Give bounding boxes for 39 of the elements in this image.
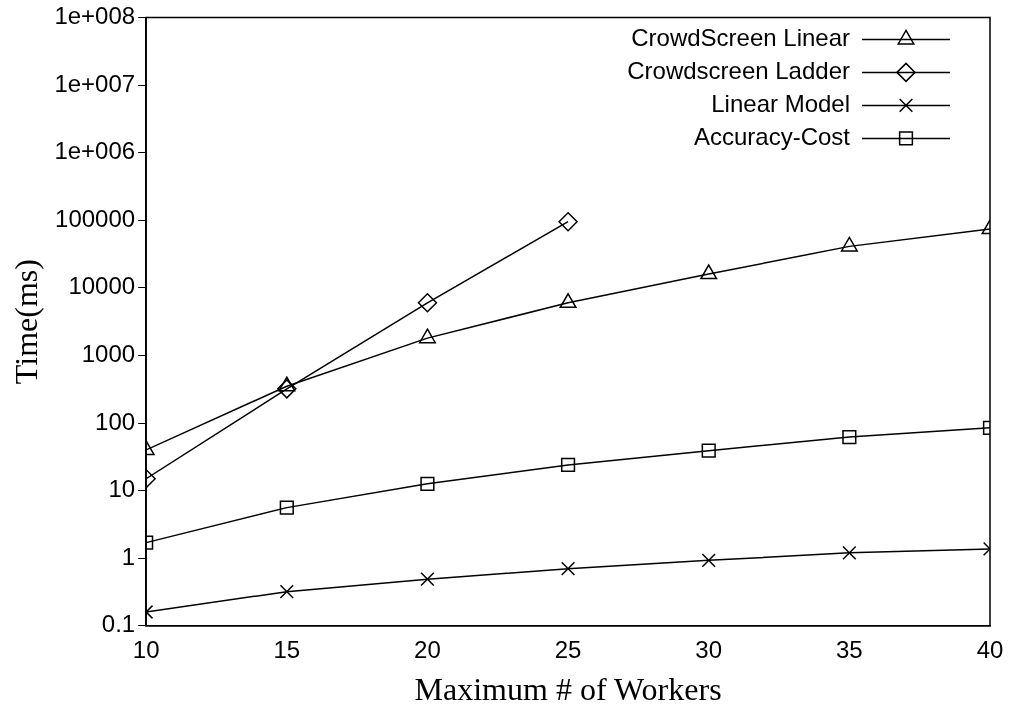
legend-label: CrowdScreen Linear (631, 24, 850, 52)
point (558, 211, 578, 232)
point (560, 561, 576, 576)
point (559, 293, 577, 309)
x-tick-label: 25 (554, 635, 582, 663)
x-tick-label: 35 (836, 635, 863, 663)
point (418, 328, 436, 344)
y-tick-label: 1 (121, 542, 136, 570)
y-tick-label: 100 (95, 407, 136, 435)
x-tick-label: 10 (132, 635, 160, 663)
y-axis-title: Time(ms) (7, 259, 44, 385)
point (278, 376, 296, 392)
point (560, 457, 576, 473)
x-tick-label: 40 (976, 635, 1004, 663)
legend-label: Accuracy-Cost (693, 123, 851, 151)
point (701, 553, 716, 568)
y-tick-label: 1e+007 (54, 69, 136, 97)
legend-label: Linear Model (711, 90, 850, 118)
y-tick-label: 0.1 (101, 610, 136, 638)
y-tick-label: 1e+008 (54, 2, 136, 30)
point (700, 264, 718, 280)
point (277, 379, 297, 399)
y-tick-label: 100000 (55, 204, 136, 232)
x-axis-title: Maximum # of Workers (414, 671, 722, 708)
point (701, 443, 716, 458)
y-tick-label: 10000 (68, 272, 136, 300)
point (279, 584, 294, 599)
y-tick-label: 10 (108, 475, 136, 503)
y-tick-label: 1e+006 (54, 137, 136, 165)
point (420, 572, 435, 587)
point (417, 293, 438, 313)
y-tick-label: 1000 (81, 340, 136, 368)
x-tick-label: 20 (414, 635, 441, 663)
legend-label: Crowdscreen Ladder (627, 57, 850, 85)
point (840, 236, 858, 252)
point (279, 500, 294, 515)
point (420, 476, 435, 491)
x-tick-label: 15 (273, 635, 301, 663)
x-tick-label: 30 (695, 635, 723, 663)
